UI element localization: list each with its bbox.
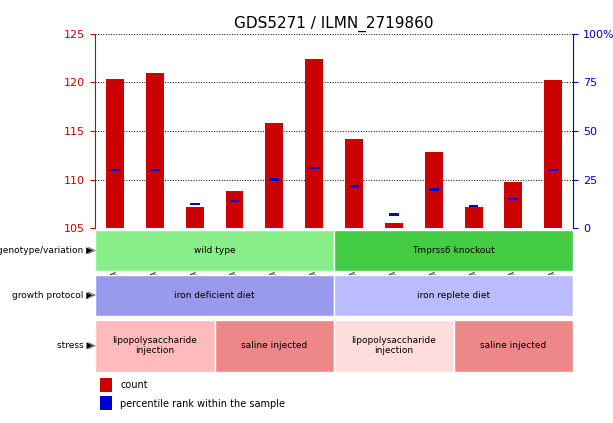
Title: GDS5271 / ILMN_2719860: GDS5271 / ILMN_2719860 [234,16,434,33]
Bar [544,80,562,228]
FancyBboxPatch shape [334,275,573,316]
FancyBboxPatch shape [334,230,573,271]
Bar [504,181,522,228]
Bar [508,198,519,201]
Text: count: count [120,380,148,390]
Bar [309,167,319,169]
Bar [269,178,280,181]
Text: stress ▶: stress ▶ [56,341,93,350]
Bar [305,59,323,228]
Bar [146,73,164,228]
Text: lipopolysaccharide
injection: lipopolysaccharide injection [351,336,436,355]
FancyBboxPatch shape [454,320,573,372]
Bar [189,203,200,205]
Bar [389,213,399,216]
Bar [100,396,112,410]
Bar [548,168,558,171]
Text: saline injected: saline injected [241,341,308,350]
Text: iron deficient diet: iron deficient diet [174,291,255,299]
Bar [428,188,439,191]
Text: lipopolysaccharide
injection: lipopolysaccharide injection [112,336,197,355]
Bar [106,79,124,228]
Bar [425,152,443,228]
Bar [349,185,359,188]
Bar [385,223,403,228]
FancyBboxPatch shape [334,320,454,372]
Text: Tmprss6 knockout: Tmprss6 knockout [413,246,495,255]
FancyBboxPatch shape [95,230,334,271]
Bar [229,200,240,202]
Text: saline injected: saline injected [480,341,547,350]
FancyBboxPatch shape [95,275,334,316]
Bar [100,378,112,392]
Bar [465,207,482,228]
FancyBboxPatch shape [215,320,334,372]
Text: wild type: wild type [194,246,235,255]
Text: genotype/variation ▶: genotype/variation ▶ [0,246,93,255]
Bar [468,205,479,207]
Text: iron replete diet: iron replete diet [417,291,490,299]
Text: percentile rank within the sample: percentile rank within the sample [120,398,286,409]
Bar [265,123,283,228]
Bar [226,191,243,228]
Bar [186,207,204,228]
Text: growth protocol ▶: growth protocol ▶ [12,291,93,299]
Bar [110,168,120,171]
Bar [150,168,160,171]
FancyBboxPatch shape [95,320,215,372]
Bar [345,139,363,228]
